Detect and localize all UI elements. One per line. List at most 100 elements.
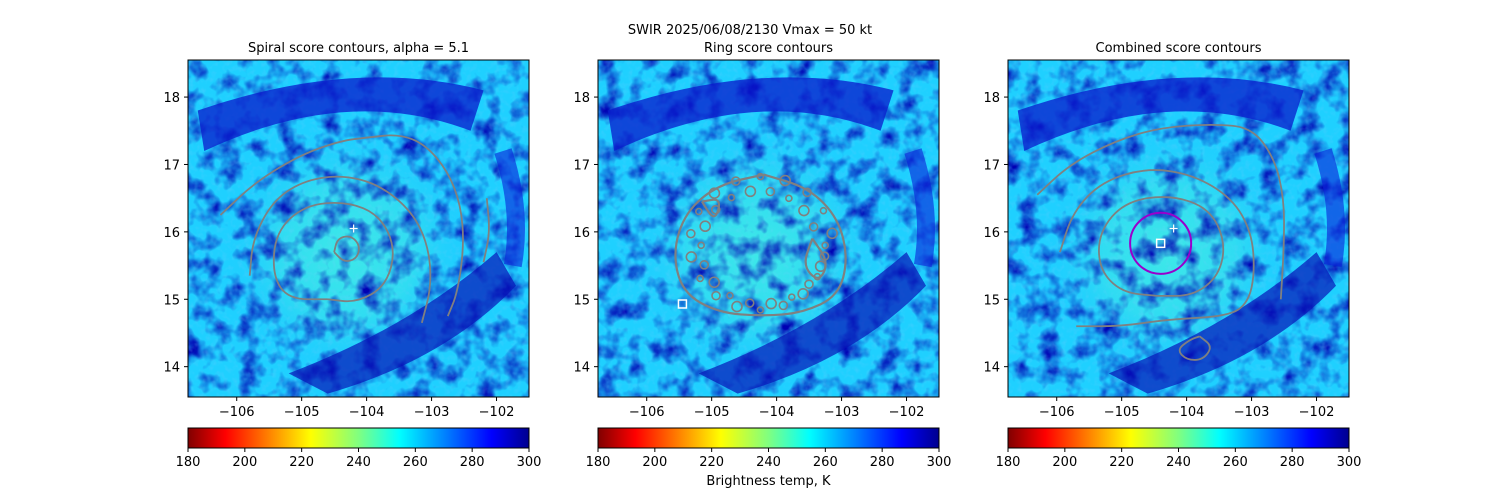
x-tick-label: −103 [824,405,860,420]
heatmap-image [188,60,529,397]
colorbar-gradient [187,427,530,449]
axes-frame [597,59,940,398]
x-tick-label: −102 [889,405,925,420]
ring-fragment [756,306,765,314]
ring-fragment [802,187,812,198]
colorbar-tick-label: 180 [176,455,201,470]
contour-lines [1036,123,1285,361]
ring-fragment [696,274,704,283]
colorbar: 180 200 220 240 260 280 300 [996,427,1362,470]
center-square-marker [1155,238,1166,249]
ring-fragment [778,300,789,311]
ring-fragment [814,260,827,273]
y-tick-label: 16 [163,226,180,241]
colorbar-tick-label: 280 [1280,455,1305,470]
contour-line [1036,123,1285,300]
y-tick-label: 17 [983,158,1000,173]
ring-fragment [797,288,809,300]
colorbar-tick-label: 200 [642,455,667,470]
ring-fragment [826,227,838,240]
ring-fragment [756,172,765,181]
colorbar-gradient [1007,427,1350,449]
ring-fragment [813,272,822,281]
panel-title: Spiral score contours, alpha = 5.1 [248,41,469,56]
ring-fragment [744,298,755,308]
center-plus-marker [349,224,358,233]
panel-title: Combined score contours [1096,41,1262,56]
colorbar-tick-label: 260 [813,455,838,470]
y-axis: 14 15 16 17 18 [163,91,188,376]
y-tick-label: 15 [573,293,590,308]
y-tick-label: 18 [163,91,180,106]
x-tick-label: −102 [1299,405,1335,420]
colorbar-tick-label: 300 [517,455,542,470]
figure-suptitle: SWIR 2025/06/08/2130 Vmax = 50 kt [627,23,873,38]
cloud-band-east [494,148,525,268]
panel-title: Ring score contours [704,41,833,56]
contour-line [219,134,464,317]
center-square-marker [677,299,688,309]
ring-fragment [779,174,791,187]
colorbar-tick-label: 300 [1337,455,1362,470]
x-tick-label: −104 [759,405,795,420]
contour-line [674,173,847,317]
ring-fragment [708,276,720,289]
ring-fragment [744,185,757,198]
axes-frame [1007,59,1350,398]
center-plus-marker [1169,224,1178,233]
ring-fragments [685,172,838,314]
colorbar-label: Brightness temp, K [706,474,831,489]
ring-fragment [804,279,814,289]
contour-lines [219,134,490,324]
cloud-band-south [698,252,927,394]
x-tick-label: −105 [284,405,320,420]
y-tick-label: 17 [163,158,180,173]
x-axis: −106 −105 −104 −103 −102 [1039,397,1335,420]
x-tick-label: −103 [414,405,450,420]
y-tick-label: 15 [163,293,180,308]
contour-lines [674,173,847,317]
ring-fragment [686,228,696,239]
ring-fragment [765,297,777,310]
contour-line [804,237,827,279]
y-tick-label: 14 [983,361,1000,376]
contour-line [482,198,490,263]
center-circle [1129,211,1193,275]
y-tick-label: 14 [573,361,590,376]
panel-1: Spiral score contours, alpha = 5.1 −106 −1… [163,41,541,470]
y-tick-label: 18 [983,91,1000,106]
x-axis: −106 −105 −104 −103 −102 [219,397,514,420]
contour-line [333,235,360,262]
panel-2: Ring score contours −106 −105 −104 −103 −102 1… [573,41,951,470]
x-tick-label: −103 [1234,405,1270,420]
colorbar-tick-label: 300 [927,455,952,470]
ring-fragment [685,251,698,263]
ring-fragment [808,222,819,232]
contour-line [1098,196,1225,297]
colorbar-tick-label: 260 [1223,455,1248,470]
cloud-band-south [288,252,517,394]
ring-fragment [711,290,721,301]
ring-fragment [697,241,705,250]
y-tick-label: 17 [573,158,590,173]
colorbar-tick-label: 220 [1109,455,1134,470]
y-tick-label: 18 [573,91,590,106]
x-tick-label: −104 [349,405,385,420]
ring-fragment [727,193,736,202]
y-tick-label: 15 [983,293,1000,308]
contour-line [248,175,432,324]
y-tick-label: 14 [163,361,180,376]
x-tick-label: −106 [629,405,665,420]
ring-fragment [731,300,743,313]
y-axis: 14 15 16 17 18 [983,91,1008,376]
ring-fragment [821,241,829,250]
colorbar-tick-label: 180 [586,455,611,470]
x-tick-label: −106 [219,405,255,420]
colorbar-gradient [597,427,940,449]
colorbar: 180 200 220 240 260 280 300 [586,427,952,470]
ring-fragment [726,291,734,300]
heatmap-image [598,60,939,397]
x-tick-label: −104 [1169,405,1205,420]
colorbar-tick-label: 240 [756,455,781,470]
colorbar-tick-label: 200 [232,455,257,470]
